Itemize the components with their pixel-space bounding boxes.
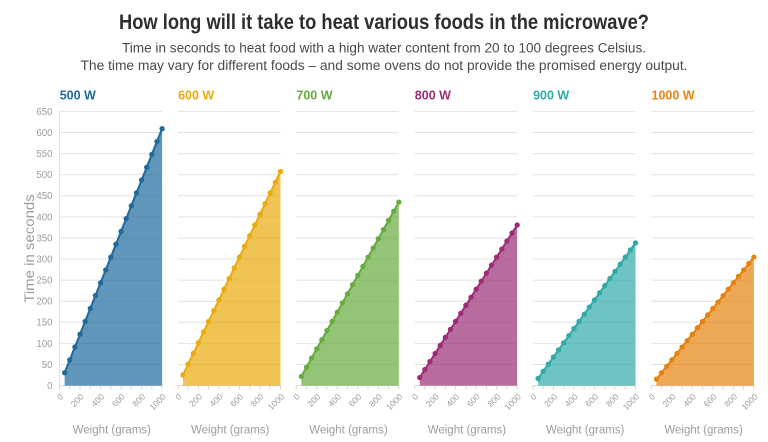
svg-text:Weight (grams): Weight (grams) [546, 425, 625, 437]
svg-text:500 W: 500 W [60, 89, 96, 103]
svg-text:700 W: 700 W [296, 89, 332, 103]
svg-text:0: 0 [291, 391, 302, 402]
svg-text:0: 0 [173, 391, 184, 402]
svg-text:0: 0 [647, 391, 658, 402]
svg-text:800 W: 800 W [415, 89, 451, 103]
svg-text:300: 300 [36, 254, 53, 265]
svg-text:Weight (grams): Weight (grams) [664, 425, 743, 437]
svg-text:600: 600 [36, 128, 53, 139]
svg-text:0: 0 [410, 391, 421, 402]
svg-text:Weight (grams): Weight (grams) [309, 425, 388, 437]
svg-text:Weight (grams): Weight (grams) [73, 425, 152, 437]
svg-text:650: 650 [36, 107, 53, 118]
svg-text:150: 150 [36, 318, 53, 329]
svg-text:Weight (grams): Weight (grams) [191, 425, 270, 437]
svg-text:Time in seconds to heat food w: Time in seconds to heat food with a high… [122, 41, 646, 57]
svg-text:550: 550 [36, 149, 53, 160]
svg-text:How long will it take to heat: How long will it take to heat various fo… [119, 11, 649, 34]
svg-text:50: 50 [42, 360, 53, 371]
svg-text:900 W: 900 W [533, 89, 569, 103]
svg-text:350: 350 [36, 233, 53, 244]
svg-text:450: 450 [36, 191, 53, 202]
svg-text:500: 500 [36, 170, 53, 181]
svg-text:0: 0 [55, 391, 66, 402]
svg-text:Weight (grams): Weight (grams) [428, 425, 507, 437]
svg-text:400: 400 [36, 212, 53, 223]
svg-text:100: 100 [36, 339, 53, 350]
svg-text:Time in seconds: Time in seconds [21, 194, 37, 303]
svg-text:1000 W: 1000 W [652, 89, 695, 103]
svg-text:600 W: 600 W [178, 89, 214, 103]
svg-text:The time may vary for differen: The time may vary for different foods – … [81, 58, 688, 74]
svg-text:0: 0 [528, 391, 539, 402]
svg-text:0: 0 [47, 381, 53, 392]
svg-text:200: 200 [36, 297, 53, 308]
svg-text:250: 250 [36, 276, 53, 287]
